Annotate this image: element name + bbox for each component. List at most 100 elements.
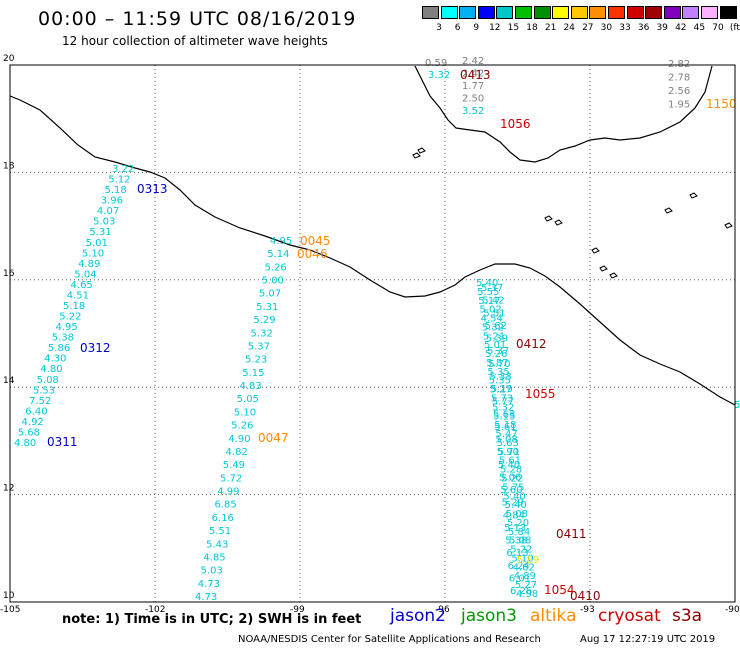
scale-label: 27 <box>582 23 594 33</box>
x-tick-label: -90 <box>725 605 740 615</box>
y-tick-label: 10 <box>3 591 15 601</box>
x-tick-label: -102 <box>145 605 165 615</box>
wave-height-value: 4.65 <box>71 280 93 291</box>
wave-height-value: 4.54 <box>481 314 503 325</box>
wave-height-value: 5.22 <box>510 545 532 556</box>
wave-height-value: 2.42 <box>462 69 484 80</box>
wave-height-value: 5.90 <box>497 447 519 458</box>
scale-swatch <box>608 6 625 19</box>
wave-height-value: 4.83 <box>239 381 261 392</box>
wave-height-value: 1.77 <box>462 81 484 92</box>
wave-height-value: 5.87 <box>486 358 508 369</box>
wave-height-value: 5.32 <box>251 328 273 339</box>
wave-height-value: 4.82 <box>226 447 248 458</box>
wave-height-value: 6.01 <box>509 573 531 584</box>
scale-swatch <box>552 6 570 19</box>
wave-height-value: 5.40 <box>505 500 527 511</box>
wave-height-value: 5.27 <box>515 580 537 591</box>
x-tick-label: -99 <box>290 605 305 615</box>
y-tick-label: 16 <box>3 269 15 279</box>
island <box>544 215 553 222</box>
wave-height-value: 5.08 <box>509 536 531 547</box>
wave-height-value: 5.32 <box>492 402 514 413</box>
wave-height-value: 5.70 <box>488 359 510 370</box>
wave-height-value: 4.62 <box>513 562 535 573</box>
wave-height-value: 5.47 <box>495 429 517 440</box>
island <box>689 192 698 199</box>
pass-time-label: 0412 <box>516 337 547 351</box>
wave-height-value: 5.35 <box>487 367 509 378</box>
wave-height-value: 5.15 <box>242 368 264 379</box>
wave-height-value: 4.80 <box>14 438 36 449</box>
scale-swatch <box>682 6 700 19</box>
wave-height-value: 5.10 <box>234 407 256 418</box>
wave-height-value: 4.95 <box>55 322 77 333</box>
wave-height-value: 5.01 <box>86 238 108 249</box>
scale-swatch <box>496 6 514 19</box>
wave-height-value: 5.38 <box>52 333 74 344</box>
pass-time-label: 1054 <box>544 583 575 597</box>
scale-swatch <box>701 6 718 19</box>
scale-label: 33 <box>619 23 631 33</box>
wave-height-value: 4.80 <box>40 364 62 375</box>
wave-height-value: 5.42 <box>482 296 504 307</box>
wave-height-value: 5.01 <box>484 340 506 351</box>
wave-height-value: 5.37 <box>481 283 503 294</box>
wave-height-value: 5.32 <box>482 322 504 333</box>
wave-height-value: 5.63 <box>497 438 519 449</box>
scale-label: 42 <box>675 23 687 33</box>
island <box>417 147 426 154</box>
pass-time-label: 0411 <box>556 527 587 541</box>
scale-label: 3 <box>436 23 442 33</box>
wave-height-value: 2.50 <box>462 94 484 105</box>
wave-height-value: 4.51 <box>67 290 89 301</box>
wave-height-value: 3.22 <box>112 164 134 175</box>
wave-height-value: 5.29 <box>253 315 275 326</box>
scale-label: 24 <box>563 23 575 33</box>
wave-height-value: 5.73 <box>491 394 513 405</box>
scale-swatch <box>422 6 439 19</box>
scale-label: 39 <box>656 23 668 33</box>
wave-height-value: 3.96 <box>101 196 123 207</box>
wave-height-value: 5.23 <box>245 355 267 366</box>
wave-height-value: 5.40 <box>476 278 498 289</box>
wave-height-value: 5.31 <box>256 302 278 313</box>
wave-height-value: 0.59 <box>425 58 447 69</box>
wave-height-value: 5.13 <box>504 523 526 534</box>
wave-height-value: 5.26 <box>264 262 286 273</box>
wave-height-value: 5.40 <box>503 491 525 502</box>
scale-label: 9 <box>473 23 480 33</box>
wave-height-value: 5.07 <box>259 289 281 300</box>
wave-height-value: 4.07 <box>97 206 119 217</box>
gulf-coastline <box>414 65 713 163</box>
pass-time-label: 0312 <box>80 341 111 355</box>
wave-height-value: 5.43 <box>206 539 228 550</box>
wave-height-value: 5.26 <box>485 349 507 360</box>
pass-time-label: 0047 <box>258 431 289 445</box>
wave-height-value: 5.62 <box>485 321 507 332</box>
wave-height-value: 5.06 <box>499 472 521 483</box>
wave-height-value: 5.10 <box>82 248 104 259</box>
wave-height-value: 5.31 <box>89 227 111 238</box>
wave-height-value: 6.85 <box>214 500 236 511</box>
map-title: 00:00 – 11:59 UTC 08/16/2019 <box>38 8 357 30</box>
wave-height-value: 5.75 <box>502 482 524 493</box>
wave-height-value: 5.37 <box>248 341 270 352</box>
wave-height-value: 6.13 <box>506 548 528 559</box>
wave-height-value: 4.30 <box>44 354 66 365</box>
wave-height-value: 5.08 <box>496 435 518 446</box>
wave-height-value: 5.03 <box>201 566 223 577</box>
scale-label: 21 <box>544 23 557 33</box>
wave-height-value: 5.51 <box>483 308 505 319</box>
island <box>664 207 673 214</box>
wave-height-value: 3.32 <box>428 70 450 81</box>
y-tick-label: 18 <box>3 161 15 171</box>
wave-height-value: 5.02 <box>479 305 501 316</box>
wave-height-value: 5.61 <box>499 456 521 467</box>
wave-height-value: 5.00 <box>262 276 284 287</box>
wave-height-value: 5.26 <box>231 421 253 432</box>
island <box>554 219 563 226</box>
wave-height-value: 5 <box>734 400 740 411</box>
